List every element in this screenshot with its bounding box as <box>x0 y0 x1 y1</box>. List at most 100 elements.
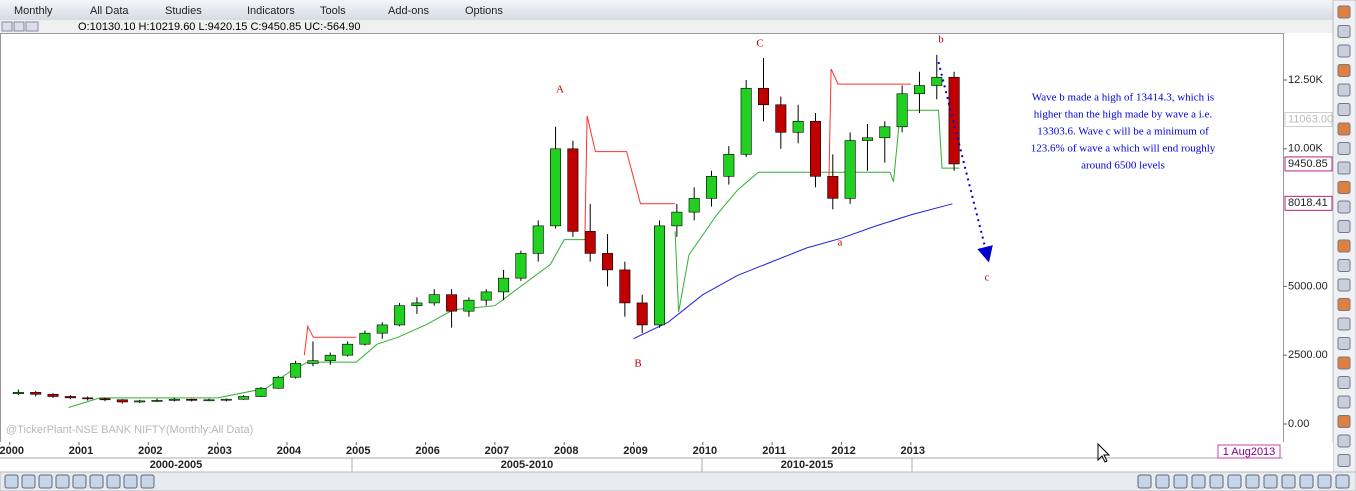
y-tick-label: 2500.00 <box>1288 349 1328 361</box>
tool-icon[interactable] <box>1227 474 1242 489</box>
candle-body <box>64 396 76 399</box>
tool-icon[interactable] <box>1337 317 1351 331</box>
candle-body <box>567 148 579 232</box>
candle-body <box>220 398 232 401</box>
candle-body <box>498 277 510 293</box>
tool-icon[interactable] <box>1173 474 1188 489</box>
tool-icon[interactable] <box>1245 474 1260 489</box>
date-box <box>1217 444 1281 459</box>
note-line: 123.6% of wave a which will end roughly <box>1031 143 1216 155</box>
x-tick-label: 2002 <box>138 445 162 457</box>
candle-body <box>99 398 111 401</box>
period-label: 2000-2005 <box>150 459 203 471</box>
y-tick-label: 12.50K <box>1288 74 1324 86</box>
tool-icon[interactable] <box>1337 298 1351 311</box>
x-tick-label: 2013 <box>901 445 925 457</box>
tool-icon[interactable] <box>140 474 155 489</box>
tool-icon[interactable] <box>1263 474 1278 489</box>
menu-item[interactable]: Add-ons <box>388 5 429 17</box>
tool-icon[interactable] <box>1337 103 1351 116</box>
toolbar-button[interactable] <box>13 21 25 32</box>
toolbar <box>0 20 1333 33</box>
tool-icon[interactable] <box>1337 356 1351 370</box>
price-box <box>1284 195 1333 211</box>
tool-icon[interactable] <box>1337 337 1351 350</box>
tool-icon[interactable] <box>1209 474 1224 489</box>
period-label: 2010-2015 <box>781 459 834 471</box>
menu-item[interactable]: Options <box>465 5 503 17</box>
menu-item[interactable]: All Data <box>90 5 129 17</box>
tool-icon[interactable] <box>1337 181 1351 194</box>
note-line: higher than the high made by wave a i.e. <box>1034 109 1213 121</box>
candle-body <box>134 400 146 403</box>
x-tick-label: 2008 <box>554 445 578 457</box>
candle-body <box>238 396 250 400</box>
candle-body <box>359 332 371 345</box>
candle-body <box>740 87 752 155</box>
tool-icon[interactable] <box>1337 122 1351 136</box>
tool-icon[interactable] <box>72 474 87 489</box>
tool-icon[interactable] <box>1337 376 1351 389</box>
candle-body <box>792 120 804 133</box>
candle-body <box>342 343 354 356</box>
menu-bar <box>0 0 1356 20</box>
wave-label: C <box>756 38 763 50</box>
tool-icon[interactable] <box>1335 474 1350 489</box>
tool-icon[interactable] <box>1337 142 1351 155</box>
candle-body <box>463 299 475 312</box>
candle-body <box>532 225 544 254</box>
tool-icon[interactable] <box>1337 5 1351 19</box>
tool-icon[interactable] <box>1337 434 1351 448</box>
cursor <box>1097 442 1111 463</box>
menu-item[interactable]: Monthly <box>14 5 53 17</box>
x-tick-label: 2003 <box>207 445 231 457</box>
tool-icon[interactable] <box>38 474 53 489</box>
tool-icon[interactable] <box>4 474 19 489</box>
tool-icon[interactable] <box>123 474 138 489</box>
tool-icon[interactable] <box>1337 83 1351 97</box>
tool-icon[interactable] <box>1299 474 1314 489</box>
candle-body <box>394 305 406 326</box>
tool-icon[interactable] <box>1317 474 1332 489</box>
menu-item[interactable]: Indicators <box>247 5 295 17</box>
tool-icon[interactable] <box>1337 454 1351 467</box>
candle-body <box>757 87 769 106</box>
candle-body <box>116 399 128 403</box>
toolbar-button[interactable] <box>1 21 13 32</box>
tool-icon[interactable] <box>1155 474 1170 489</box>
candle-body <box>671 211 683 227</box>
menu-item[interactable]: Studies <box>165 5 202 17</box>
tool-icon[interactable] <box>21 474 36 489</box>
tool-icon[interactable] <box>1337 220 1351 233</box>
tool-icon[interactable] <box>1281 474 1296 489</box>
tool-icon[interactable] <box>1337 200 1351 214</box>
tool-icon[interactable] <box>1137 474 1152 489</box>
tool-icon[interactable] <box>89 474 104 489</box>
menu-item[interactable]: Tools <box>320 5 346 17</box>
candle-body <box>515 253 527 279</box>
price-box <box>1284 156 1333 172</box>
x-tick-label: 2006 <box>415 445 439 457</box>
date-label: 1 Aug2013 <box>1223 446 1276 458</box>
candle-body <box>931 76 943 86</box>
tool-icon[interactable] <box>1337 395 1351 409</box>
candle-body <box>480 291 492 301</box>
tool-icon[interactable] <box>1337 239 1351 253</box>
candle-body <box>30 392 42 395</box>
plot-area <box>0 33 1284 443</box>
tool-icon[interactable] <box>1337 25 1351 38</box>
candle-body <box>602 253 614 271</box>
tool-icon[interactable] <box>1337 278 1351 292</box>
tool-icon[interactable] <box>1337 259 1351 272</box>
tool-icon[interactable] <box>106 474 121 489</box>
tool-icon[interactable] <box>1191 474 1206 489</box>
tool-icon[interactable] <box>55 474 70 489</box>
toolbar-button[interactable] <box>25 21 39 32</box>
tool-icon[interactable] <box>1337 44 1351 58</box>
tool-icon[interactable] <box>1337 161 1351 175</box>
candle-body <box>844 140 856 199</box>
tool-icon[interactable] <box>1337 64 1351 77</box>
tool-icon[interactable] <box>1337 415 1351 428</box>
x-tick-label: 2009 <box>623 445 647 457</box>
